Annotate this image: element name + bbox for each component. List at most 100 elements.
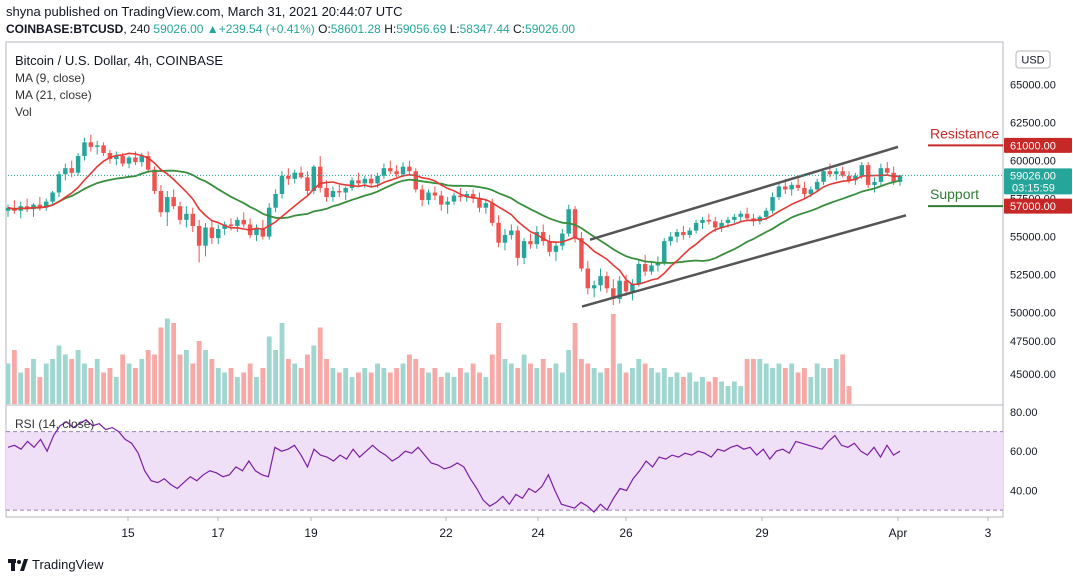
last-price-tag: 59026.00 03:15:59 xyxy=(1004,168,1072,195)
volume-bar xyxy=(744,359,750,404)
volume-bar xyxy=(298,368,304,404)
ma9-legend[interactable]: MA (9, close) xyxy=(15,71,85,85)
volume-bar xyxy=(88,368,94,404)
volume-bar xyxy=(585,363,591,404)
candle-body xyxy=(528,241,533,245)
volume-bar xyxy=(120,354,126,404)
candle xyxy=(598,268,603,292)
candle-body xyxy=(298,172,304,178)
ma21-legend[interactable]: MA (21, close) xyxy=(15,88,92,102)
volume-bar xyxy=(368,372,374,404)
volume-bar xyxy=(802,368,807,404)
candle xyxy=(534,225,540,249)
candles xyxy=(5,134,903,306)
volume-bar xyxy=(489,354,495,404)
candle-body xyxy=(432,192,438,196)
volume-bar xyxy=(266,336,272,404)
time-axis-ticks: 15 17 19 22 24 26 29 Apr 3 xyxy=(121,517,992,540)
volume-bar xyxy=(228,368,234,404)
candle-body xyxy=(388,168,393,172)
candle xyxy=(744,207,750,220)
candle-body xyxy=(426,192,431,201)
candle-body xyxy=(846,175,852,181)
candle-body xyxy=(738,213,743,217)
volume-bar xyxy=(171,323,177,404)
candle-body xyxy=(897,175,903,182)
candle-body xyxy=(681,232,686,236)
price-tick-label: 47500.00 xyxy=(1010,336,1056,348)
volume-bar xyxy=(451,377,457,404)
candle-body xyxy=(783,186,788,190)
candle xyxy=(145,151,151,173)
candle-body xyxy=(407,166,412,172)
countdown-text: 03:15:59 xyxy=(1012,182,1055,194)
symbol-name[interactable]: COINBASE:BTCUSD xyxy=(6,22,124,36)
candle-body xyxy=(636,263,642,284)
channel-lower-line[interactable] xyxy=(581,214,907,308)
candle xyxy=(31,203,36,217)
candle-body xyxy=(419,189,425,201)
volume-bar xyxy=(559,372,565,404)
volume-bar xyxy=(642,363,648,404)
volume-bar xyxy=(789,363,795,404)
volume-bar xyxy=(731,381,737,404)
candle xyxy=(37,197,43,211)
volume-bar xyxy=(5,363,11,404)
candle xyxy=(305,171,310,196)
candle xyxy=(585,260,591,295)
volume-legend[interactable]: Vol xyxy=(15,105,32,119)
high-label: H: xyxy=(384,22,397,36)
candle xyxy=(636,259,642,287)
volume-bar xyxy=(419,368,425,404)
volume-bar xyxy=(43,363,49,404)
volume-bar xyxy=(24,368,30,404)
volume-bar xyxy=(145,350,151,404)
volume-bar xyxy=(598,372,603,404)
last-price: 59026.00 xyxy=(153,22,204,36)
candle-body xyxy=(439,195,444,205)
currency-button[interactable]: USD xyxy=(1015,50,1051,69)
volume-bar xyxy=(674,372,680,404)
candle xyxy=(693,219,699,234)
candle-body xyxy=(139,156,145,163)
candle-body xyxy=(763,210,769,217)
volume-bar xyxy=(356,372,361,404)
candle-body xyxy=(572,209,578,239)
candle xyxy=(445,197,450,214)
volume-bar xyxy=(190,363,196,404)
candle-body xyxy=(75,156,81,173)
volume-bar xyxy=(247,363,253,404)
candle-body xyxy=(802,187,807,195)
resistance-annotation[interactable]: Resistance xyxy=(930,125,999,141)
price-tick-label: 62500.00 xyxy=(1010,118,1056,130)
candle xyxy=(343,186,348,201)
volume-bar xyxy=(56,345,62,404)
candle xyxy=(827,163,833,178)
volume-bar xyxy=(610,314,616,404)
candle xyxy=(872,177,877,193)
candle-body xyxy=(630,283,635,292)
rsi-legend[interactable]: RSI (14, close) xyxy=(15,417,94,431)
channel-upper-line[interactable] xyxy=(589,145,899,241)
volume-bar xyxy=(107,368,113,404)
candle xyxy=(12,200,17,214)
candle xyxy=(738,210,743,222)
candle-body xyxy=(400,166,406,175)
candle-body xyxy=(228,224,234,226)
candle-body xyxy=(292,172,297,179)
candle-body xyxy=(827,171,833,175)
volume-axis-ticks: 45000.00 47500.00 xyxy=(1010,336,1056,381)
footer-brand[interactable]: TradingView xyxy=(8,557,104,572)
volume-bar xyxy=(591,368,597,404)
candle xyxy=(228,218,234,231)
candle-body xyxy=(56,174,62,193)
volume-bar xyxy=(655,372,661,404)
volume-bar xyxy=(215,368,221,404)
candle-body xyxy=(43,201,49,208)
candle xyxy=(94,140,100,155)
last-tag-text: 59026.00 xyxy=(1010,170,1056,182)
volume-bar xyxy=(183,350,189,404)
support-annotation[interactable]: Support xyxy=(930,186,979,202)
candle-body xyxy=(649,265,654,272)
